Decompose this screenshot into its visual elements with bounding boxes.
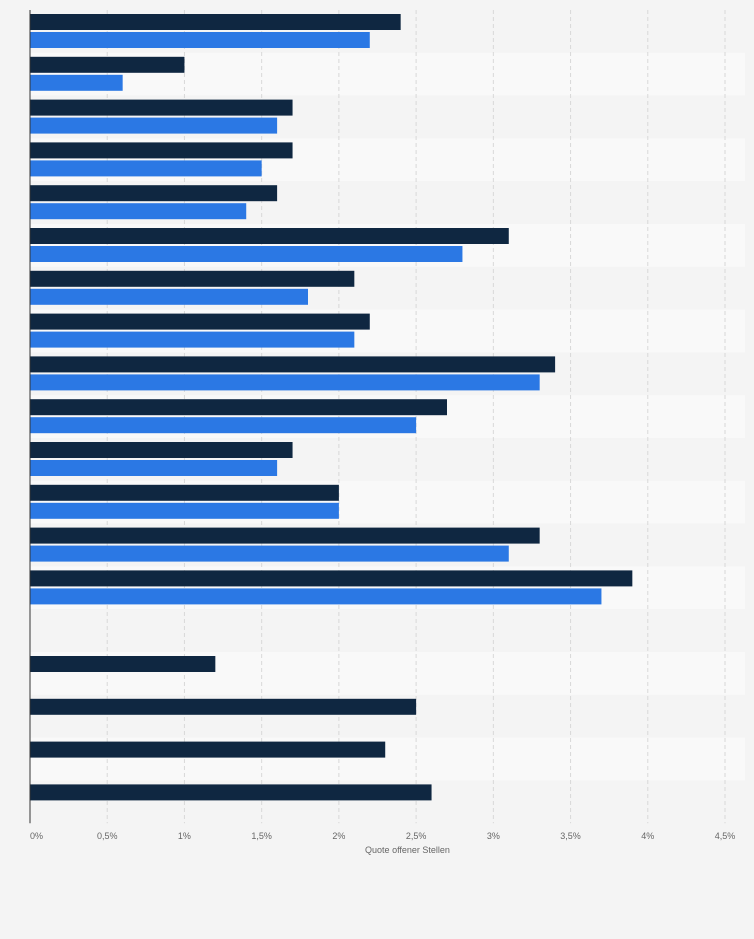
bar [30,142,293,159]
bar [30,160,262,177]
bar [30,313,370,330]
x-tick-label: 4% [641,831,654,841]
bar [30,185,278,202]
bar [30,331,355,348]
x-tick-label: 0% [30,831,43,841]
bars [30,14,633,801]
bar [30,74,123,91]
x-tick-label: 0,5% [97,831,118,841]
bar [30,741,386,758]
x-tick-label: 3,5% [560,831,581,841]
bar [30,502,339,519]
bar [30,545,509,562]
bar [30,374,540,391]
bar [30,527,540,544]
x-axis-title: Quote offener Stellen [365,845,450,855]
x-tick-label: 1% [178,831,191,841]
gridlines [106,10,726,824]
row-band [30,609,745,652]
bar [30,442,293,458]
bar [30,14,401,30]
bar [30,698,417,715]
bar [30,270,355,287]
bar [30,228,509,244]
bar [30,356,556,373]
bar [30,656,216,672]
x-tick-label: 1,5% [251,831,272,841]
bar [30,99,293,116]
bar [30,460,278,476]
bar [30,588,602,605]
bar [30,32,370,48]
x-tick-label: 2,5% [406,831,427,841]
x-tick-labels: 0% 0,5% 1% 1,5% 2% 2,5% 3% 3,5% 4% 4,5% [30,831,735,841]
bar [30,117,278,134]
bar [30,203,247,220]
bar [30,56,185,73]
bar [30,399,447,416]
x-tick-label: 3% [487,831,500,841]
bar [30,288,308,305]
bar [30,570,633,587]
bar [30,246,463,262]
x-tick-label: 4,5% [715,831,736,841]
bar [30,417,417,434]
bar [30,484,339,501]
bar [30,784,432,801]
x-tick-label: 2% [332,831,345,841]
